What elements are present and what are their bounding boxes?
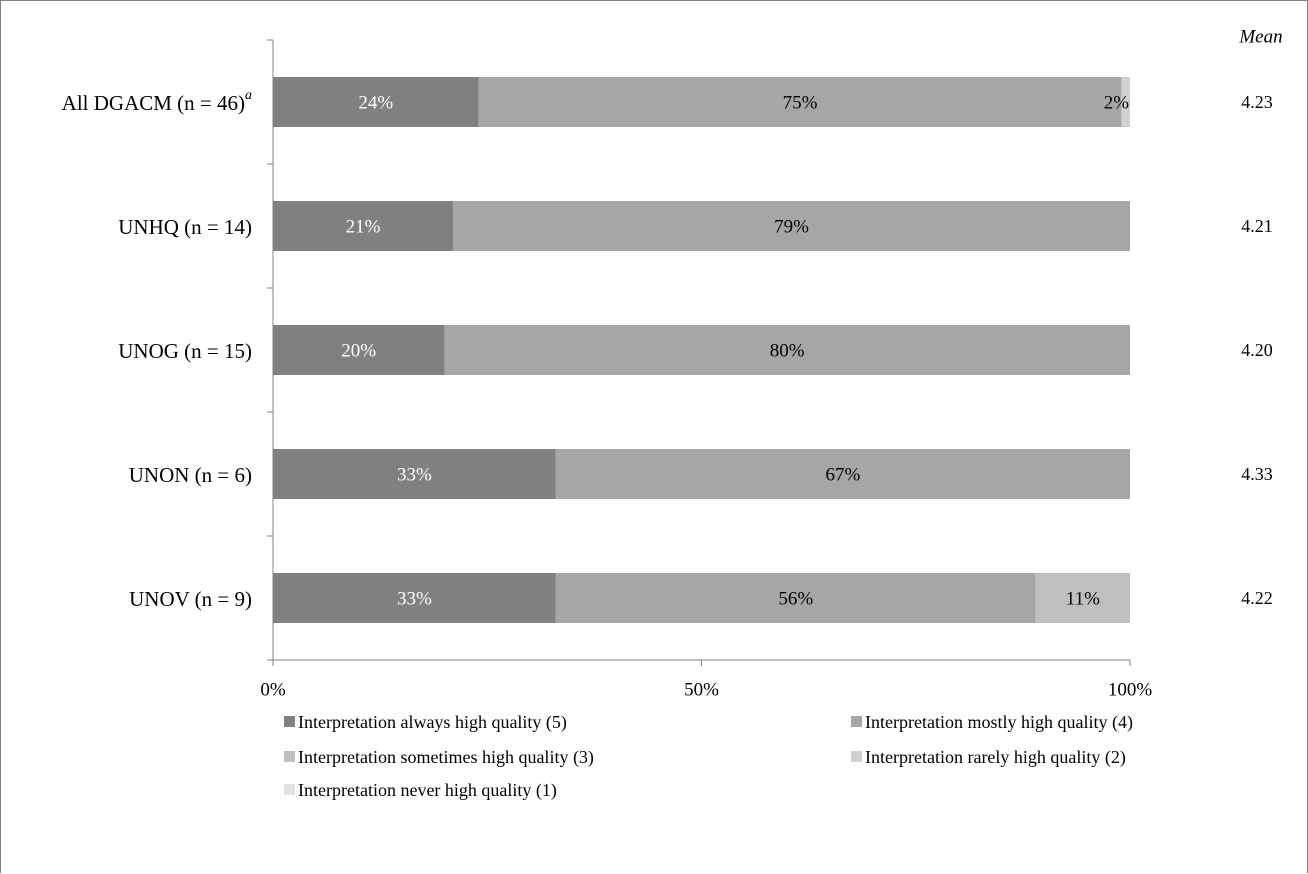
- legend-swatch-2: [851, 716, 862, 727]
- bar-segment-4-2: [555, 449, 1130, 499]
- mean-value-1: 4.23: [1241, 92, 1273, 112]
- category-label-1: All DGACM (n = 46)a: [62, 88, 252, 116]
- bar-segment-4-1: [273, 449, 556, 499]
- category-label-3: UNOG (n = 15): [118, 339, 252, 363]
- mean-value-4: 4.33: [1241, 464, 1273, 484]
- data-label-4-2: 67%: [825, 465, 860, 486]
- data-label-5-1: 33%: [397, 589, 432, 610]
- data-label-2-1: 21%: [346, 217, 381, 238]
- data-label-2-2: 79%: [774, 217, 809, 238]
- bar-segment-2-1: [273, 201, 453, 251]
- mean-value-5: 4.22: [1241, 588, 1273, 608]
- bar-segment-1-2: [478, 77, 1122, 127]
- legend-swatch-3: [284, 751, 295, 762]
- legend-label-4: Interpretation rarely high quality (2): [865, 747, 1126, 768]
- data-label-5-3: 11%: [1066, 589, 1100, 610]
- data-label-3-1: 20%: [341, 341, 376, 362]
- data-label-1-2: 75%: [783, 93, 818, 114]
- category-label-2: UNHQ (n = 14): [118, 215, 252, 239]
- mean-header: Mean: [1238, 27, 1282, 48]
- legend-label-2: Interpretation mostly high quality (4): [865, 712, 1133, 733]
- mean-value-3: 4.20: [1241, 340, 1273, 360]
- x-tick-label-1: 0%: [260, 680, 286, 701]
- legend-label-5: Interpretation never high quality (1): [298, 780, 557, 801]
- legend-swatch-5: [284, 784, 295, 795]
- legend-label-3: Interpretation sometimes high quality (3…: [298, 747, 594, 768]
- category-label-5: UNOV (n = 9): [129, 587, 252, 611]
- mean-value-2: 4.21: [1241, 216, 1273, 236]
- legend-swatch-1: [284, 716, 295, 727]
- legend-swatch-4: [851, 751, 862, 762]
- bar-segment-5-2: [555, 573, 1036, 623]
- bar-segment-1-1: [273, 77, 479, 127]
- bar-segment-2-2: [452, 201, 1131, 251]
- x-tick-label-2: 50%: [684, 680, 719, 701]
- data-label-5-2: 56%: [778, 589, 813, 610]
- legend-label-1: Interpretation always high quality (5): [298, 712, 567, 733]
- bar-segment-3-1: [273, 325, 445, 375]
- data-label-1-4: 2%: [1104, 93, 1130, 114]
- category-superscript-1: a: [245, 88, 252, 103]
- data-label-4-1: 33%: [397, 465, 432, 486]
- bar-segment-5-1: [273, 573, 556, 623]
- x-tick-label-3: 100%: [1108, 680, 1153, 701]
- data-label-1-1: 24%: [358, 93, 393, 114]
- bar-segment-3-2: [444, 325, 1130, 375]
- bar-segment-1-4: [1121, 77, 1130, 127]
- category-label-4: UNON (n = 6): [129, 463, 252, 487]
- data-label-3-2: 80%: [770, 341, 805, 362]
- bar-segment-5-3: [1035, 573, 1130, 623]
